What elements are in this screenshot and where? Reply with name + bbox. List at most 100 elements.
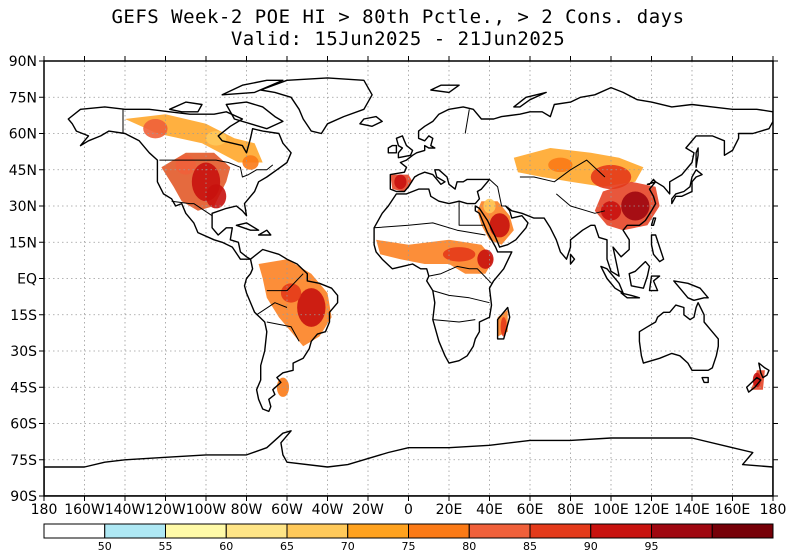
lat-label: 90N [9,54,37,70]
colorbar-label: 70 [341,540,355,553]
coastline-new-guinea [673,280,709,301]
colorbar-swatch [468,523,531,539]
lon-label: 20E [436,502,463,518]
coastline-eurasia-africa [373,86,773,364]
coastline-tasmania [701,376,709,384]
coastline-cuba [235,222,260,231]
lon-label: 160W [64,502,105,518]
colorbar-swatch [651,523,713,539]
shaded-region-canada-hudson [125,114,263,170]
colorbar-label: 50 [98,540,112,553]
country-border [489,179,506,207]
country-border [374,222,486,236]
coastline-australia [638,302,719,371]
lat-label: 90S [10,489,37,505]
lon-label: 120E [634,502,670,518]
colorbar-swatch [347,523,409,539]
shaded-region-south-america [258,259,332,397]
title-line-2: Valid: 15Jun2025 - 21Jun2025 [230,28,566,50]
lon-label: 40W [312,502,344,518]
coastline-south-america [243,248,339,413]
coastline-sakhalin [695,147,699,169]
country-border [171,200,213,217]
lon-label: 140W [105,502,146,518]
lon-label: 60E [517,502,544,518]
coastline-japan [671,169,703,205]
country-border [519,159,606,183]
colorbar-label: 65 [280,540,294,553]
colorbar-label: 75 [402,540,416,553]
lat-label: 30S [10,344,37,360]
coastline-borneo [628,260,651,289]
colorbar-label: 80 [462,540,476,553]
coastline-ireland [387,144,398,154]
latitude-labels: 90N 75N 60N 45N 30N 15N EQ 15S 30S 45S 60S 75S 90S [9,54,778,505]
probability-shading [125,114,765,397]
lon-label: 160E [715,502,751,518]
lon-label: 100E [593,502,629,518]
colorbar-swatch [286,523,349,539]
colorbar-label: 60 [219,540,233,553]
coastline-greenland [260,77,373,135]
coastline-sri-lanka [569,253,576,265]
shaded-region-arabia [477,198,514,245]
lat-label: 30N [9,199,37,215]
coastline-new-zealand-n [758,362,770,379]
colorbar-label: 55 [159,540,173,553]
lon-label: 120W [145,502,186,518]
colorbar-swatch [590,523,652,539]
coastline-antarctica [44,430,773,496]
coastlines [44,77,773,496]
coastline-north-america [67,106,292,260]
lat-label: 75N [9,90,37,106]
coastline-baffin [225,101,284,130]
coastline-java [620,292,641,299]
map-title: GEFS Week-2 POE HI > 80th Pctle., > 2 Co… [0,6,796,50]
colorbar-label: 85 [523,540,537,553]
country-border [266,321,300,342]
lon-label: 40E [476,502,503,518]
lat-label: 15S [10,308,37,324]
coastline-philippines [650,234,665,263]
colorbar-label: 90 [584,540,598,553]
lon-label: 100W [186,502,227,518]
country-border [432,290,490,304]
colorbar-swatch [165,523,227,539]
shaded-region-central-asia [513,148,644,190]
country-border [458,201,484,226]
lat-label: EQ [17,272,37,288]
country-border [428,265,492,284]
colorbar-swatch [529,523,592,539]
country-border [256,302,288,316]
colorbar-swatch [43,523,106,539]
colorbar: 50 55 60 65 70 75 80 85 90 95 [43,523,774,553]
country-border [555,193,606,214]
lat-label: 45N [9,163,37,179]
shaded-region-iberia [390,174,413,192]
lon-label: 80W [231,502,263,518]
lon-label: 0 [404,502,413,518]
coastline-madagascar [496,306,511,340]
lat-label: 45S [10,380,37,396]
coastline-new-zealand-s [746,376,762,393]
coastline-hispaniola [257,229,272,236]
country-border [464,109,470,134]
lon-label: 20W [352,502,384,518]
coastline-novaya-zemlya [513,91,547,108]
longitude-labels: 180 160W 140W 120W 100W 80W 60W 40W 20W 0 20E 40E 60… [31,56,787,518]
lon-label: 180 [31,502,58,518]
lon-label: 180 [760,502,787,518]
colorbar-swatch [711,523,774,539]
coastline-great-britain [395,135,414,159]
coastline-iceland [359,115,383,128]
colorbar-swatch [104,523,166,539]
country-border [159,159,274,178]
lat-label: 75S [10,453,37,469]
title-line-1: GEFS Week-2 POE HI > 80th Pctle., > 2 Co… [111,6,685,28]
colorbar-swatch [225,523,288,539]
lon-label: 80E [557,502,584,518]
coastline-taiwan [650,217,657,227]
coastline-sulawesi [648,275,661,292]
lat-label: 15N [9,235,37,251]
